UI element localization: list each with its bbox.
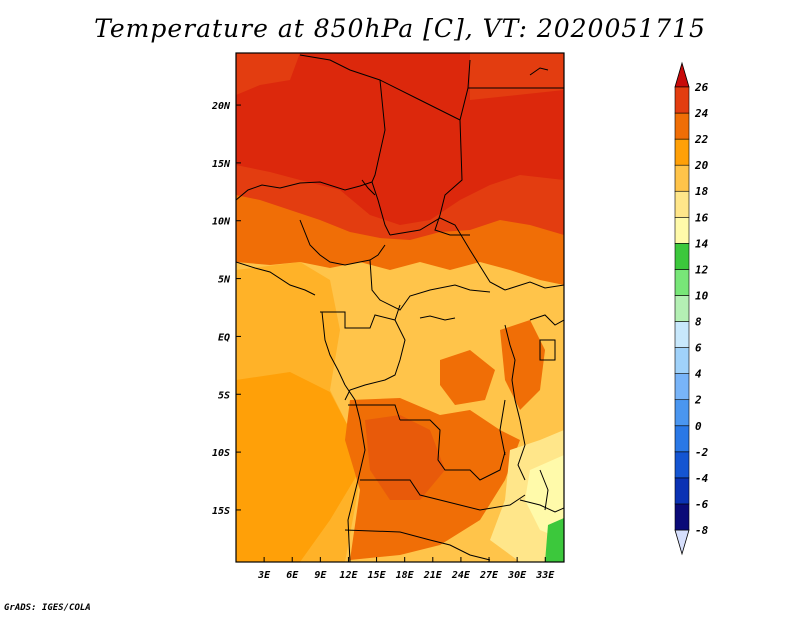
border-nigeria-cameroon (299, 219, 386, 266)
colorbar-segment (674, 243, 690, 270)
colorbar-label: -2 (695, 446, 709, 459)
coast-gulf-of-guinea (236, 261, 316, 296)
y-tick-label: 10N (212, 217, 231, 228)
colorbar-segment (674, 347, 690, 374)
colorbar-label: -6 (695, 498, 709, 511)
x-tick-label: 18E (396, 570, 415, 581)
border-uganda-kenya (529, 314, 564, 326)
chart-title: Temperature at 850hPa [C], VT: 202005171… (94, 14, 706, 43)
lake-tanganyika (499, 399, 506, 456)
y-tick-label: 15N (212, 159, 231, 170)
grads-credit: GrADS: IGES/COLA (4, 603, 91, 613)
border-ssudan-ethiopia (504, 281, 564, 291)
colorbar-segment (674, 399, 690, 427)
x-tick-label: 6E (286, 570, 299, 581)
border-congo-drc (344, 319, 406, 401)
x-tick-label: 12E (339, 570, 358, 581)
colorbar-label: 16 (695, 211, 709, 224)
border-car-south (389, 217, 506, 291)
y-tick-label: 20N (211, 101, 231, 112)
colorbar-segment (674, 112, 690, 140)
colorbar-label: 8 (695, 316, 702, 329)
lake-victoria (539, 339, 556, 361)
colorbar-segment (674, 190, 690, 218)
y-tick-label: EQ (218, 332, 230, 343)
colorbar-bottom-arrow (674, 529, 690, 556)
field-se-coolest (545, 518, 564, 562)
colorbar-label: 18 (695, 185, 709, 198)
colorbar-segment (674, 503, 690, 531)
border-niger-nigeria (236, 181, 373, 201)
colorbar-label: 10 (695, 289, 709, 302)
colorbar-label: -8 (695, 524, 709, 537)
x-tick-label: 27E (479, 570, 499, 581)
colorbar-segment (674, 373, 690, 401)
x-tick-label: 24E (451, 570, 471, 581)
x-tick-label: 21E (423, 570, 443, 581)
colorbar-segment (674, 216, 690, 244)
colorbar-segment (674, 164, 690, 192)
border-drc-east-lakes (504, 324, 526, 481)
x-tick-label: 30E (507, 570, 527, 581)
lake-malawi (539, 469, 549, 511)
colorbar-segment (674, 269, 690, 296)
colorbar-label: 26 (694, 81, 709, 94)
x-axis: 3E 6E 9E 12E 15E 18E 21E 24E 27E 30E 33E (257, 557, 555, 581)
border-zambia-south (360, 479, 526, 511)
colorbar-label: 6 (695, 342, 702, 355)
lake-chad (361, 179, 376, 196)
colorbar-segment (674, 451, 690, 479)
x-tick-label: 15E (368, 570, 387, 581)
field-se-cool (525, 455, 564, 540)
colorbar-segment (674, 477, 690, 505)
colorbar-label: 0 (695, 420, 702, 433)
colorbar-segment (674, 425, 690, 453)
temperature-field (236, 53, 564, 562)
field-south-atlantic (236, 372, 360, 562)
colorbar-segment (674, 86, 690, 114)
boundaries (236, 54, 564, 562)
coast-gabon (321, 311, 346, 386)
border-algeria-libya (299, 54, 471, 121)
border-chad-sudan (434, 119, 470, 236)
coast-mediterranean (529, 67, 549, 76)
colorbar-label: 22 (694, 133, 709, 146)
colorbar-label: 2 (694, 394, 702, 407)
colorbar-label: 4 (695, 368, 702, 381)
border-mozambique (519, 499, 564, 513)
colorbar-label: 20 (694, 159, 709, 172)
border-drc-angola (348, 404, 401, 421)
colorbar-label: 24 (694, 107, 709, 120)
x-tick-label: 3E (257, 570, 271, 581)
border-drc-zambia (400, 419, 506, 481)
y-tick-label: 15S (212, 506, 230, 517)
y-tick-label: 10S (212, 448, 230, 459)
field-congo-warm (440, 350, 495, 405)
border-namibia-botswana (344, 529, 491, 561)
y-tick-label: 5S (218, 390, 230, 401)
x-tick-label: 33E (535, 570, 555, 581)
field-east-congo-warm (500, 320, 545, 410)
coast-angola (344, 384, 366, 562)
border-niger-chad (371, 79, 391, 236)
colorbar-top-arrow (674, 61, 690, 88)
field-angola-core (365, 415, 445, 500)
y-axis: 20N 15N 10N 5N EQ 5S 10S 15S (211, 101, 241, 517)
colorbar-label: 14 (695, 237, 709, 250)
colorbar-segment (674, 138, 690, 166)
colorbar-segment (674, 295, 690, 322)
y-tick-label: 5N (218, 275, 231, 286)
border-cameroon-car (369, 259, 491, 311)
field-nw-edge (236, 53, 300, 95)
colorbar-segment (674, 321, 690, 348)
colorbar-label: 12 (695, 263, 709, 276)
colorbar-label: -4 (695, 472, 709, 485)
x-tick-label: 9E (314, 570, 327, 581)
river-congo (419, 315, 456, 321)
map-frame (235, 52, 565, 563)
